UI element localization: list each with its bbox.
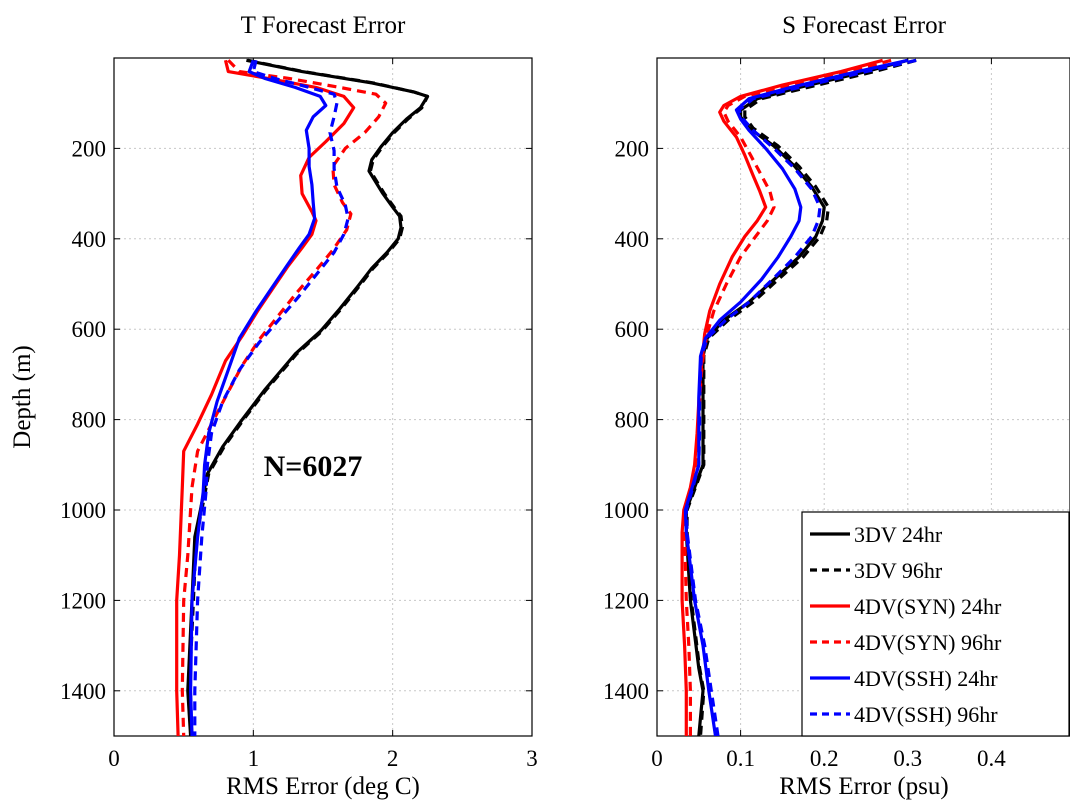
s-panel-title: S Forecast Error xyxy=(782,12,947,39)
x-tick-label: 2 xyxy=(387,746,399,771)
x-tick-label: 3 xyxy=(526,746,538,771)
y-tick-label: 400 xyxy=(615,227,650,252)
t-forecast-error-panel: T Forecast Error 0 1 2 3 200 400 600 800 1000 120… xyxy=(9,12,538,800)
s-x-axis-label: RMS Error (psu) xyxy=(779,773,948,800)
y-tick-label: 200 xyxy=(72,136,107,161)
y-tick-label: 800 xyxy=(615,408,650,433)
legend-box xyxy=(801,511,1070,737)
y-tick-label: 1400 xyxy=(60,679,106,704)
legend-entry: 3DV 96hr xyxy=(854,558,943,583)
y-tick-label: 200 xyxy=(615,136,650,161)
y-tick-label: 400 xyxy=(72,227,107,252)
t-plot-frame xyxy=(113,57,533,737)
legend: 3DV 24hr 3DV 96hr 4DV(SYN) 24hr 4DV(SYN) 96… xyxy=(801,511,1070,737)
series-line xyxy=(193,59,350,736)
series-line xyxy=(189,59,328,736)
series-line xyxy=(175,59,356,736)
series-line xyxy=(683,58,892,736)
x-tick-label: 0.4 xyxy=(977,746,1006,771)
y-axis-label: Depth (m) xyxy=(9,345,36,448)
legend-entry: 4DV(SYN) 96hr xyxy=(854,630,1002,655)
y-tick-label: 1200 xyxy=(603,588,649,613)
legend-entry: 4DV(SSH) 96hr xyxy=(854,702,998,727)
x-tick-label: 0 xyxy=(108,746,120,771)
y-tick-label: 600 xyxy=(72,317,107,342)
x-tick-label: 0.2 xyxy=(810,746,839,771)
x-tick-label: 1 xyxy=(248,746,260,771)
y-tick-label: 1000 xyxy=(60,498,106,523)
legend-entry: 4DV(SSH) 24hr xyxy=(854,666,998,691)
series-line xyxy=(187,58,430,736)
y-tick-label: 1400 xyxy=(603,679,649,704)
y-tick-label: 1000 xyxy=(603,498,649,523)
t-panel-title: T Forecast Error xyxy=(241,12,406,39)
y-tick-label: 800 xyxy=(72,408,107,433)
x-tick-label: 0.3 xyxy=(893,746,922,771)
legend-entry: 4DV(SYN) 24hr xyxy=(854,594,1002,619)
y-tick-label: 600 xyxy=(615,317,650,342)
series-line xyxy=(683,58,909,736)
y-tick-label: 1200 xyxy=(60,588,106,613)
t-x-axis-label: RMS Error (deg C) xyxy=(226,773,420,800)
x-tick-label: 0.1 xyxy=(726,746,755,771)
x-tick-label: 0 xyxy=(651,746,663,771)
legend-entry: 3DV 24hr xyxy=(854,522,943,547)
series-line xyxy=(680,58,884,736)
s-forecast-error-panel: S Forecast Error 0 0.1 0.2 0.3 0.4 200 400 600 8… xyxy=(603,12,1070,800)
sample-count-annotation: N=6027 xyxy=(264,450,363,483)
series-line xyxy=(180,59,388,736)
